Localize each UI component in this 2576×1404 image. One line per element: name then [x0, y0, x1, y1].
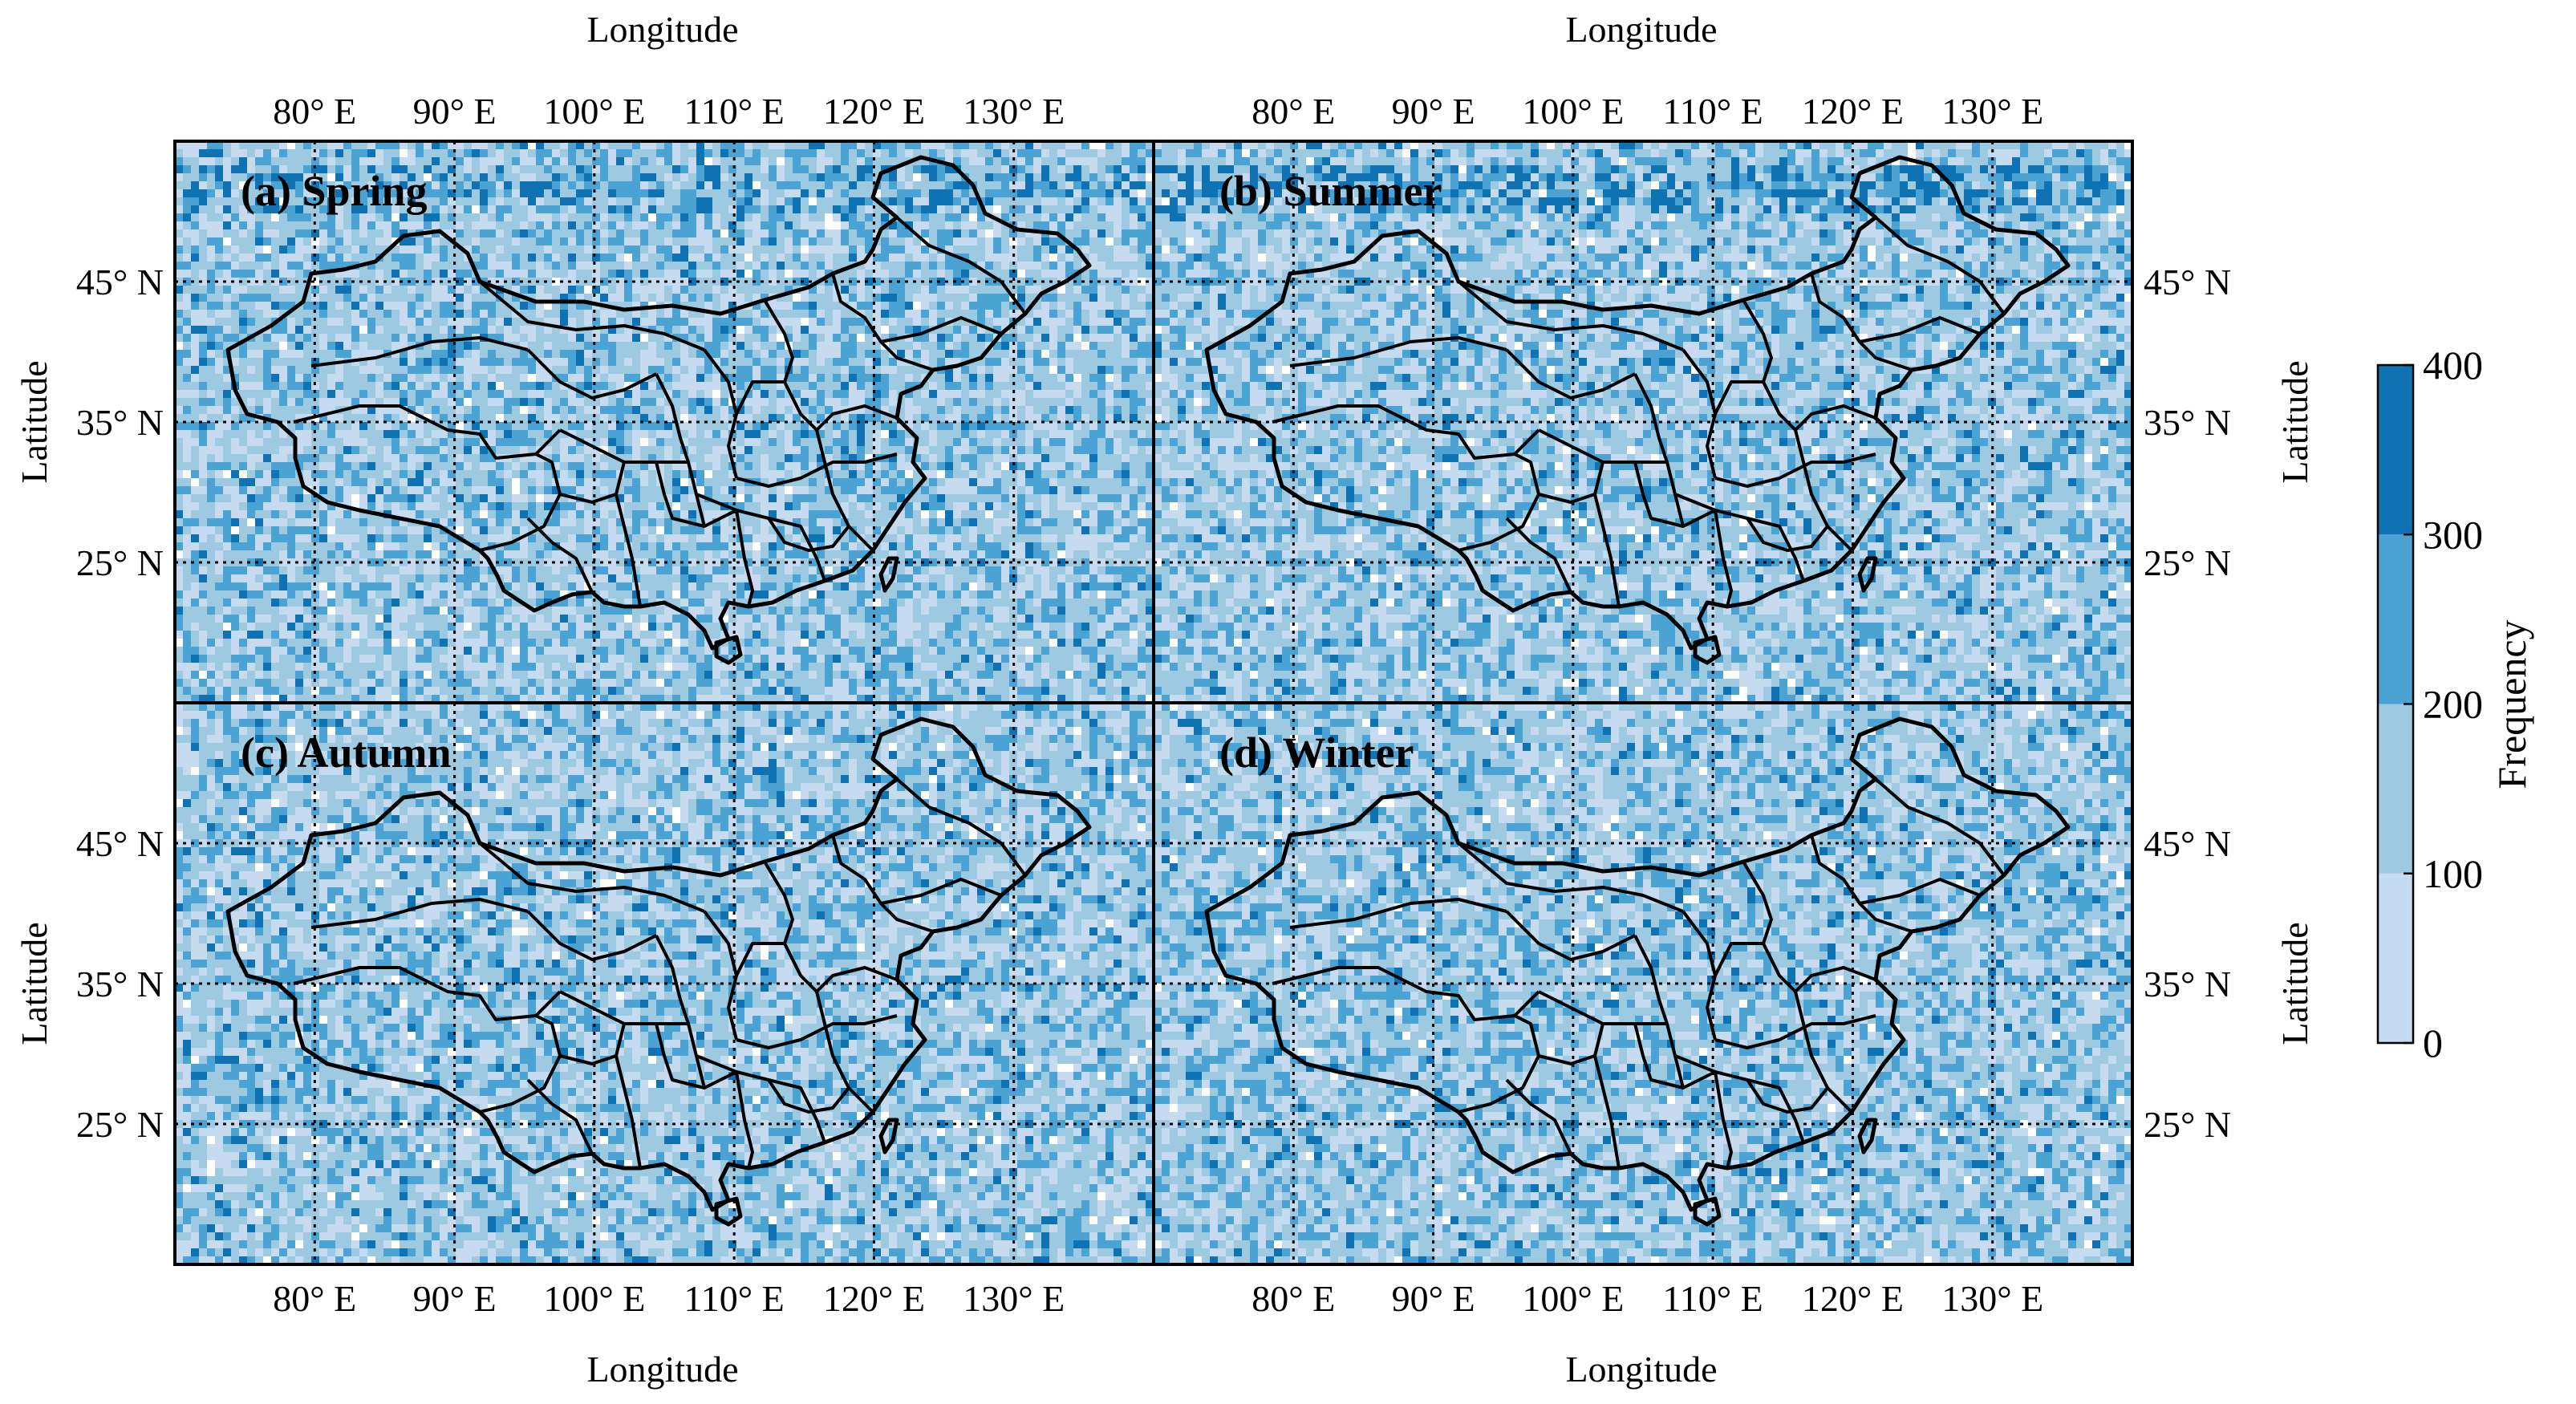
lon-tick-label: 90° E — [1392, 91, 1475, 132]
lat-tick-label: 25° N — [2144, 542, 2231, 583]
lon-tick-label: 90° E — [413, 91, 497, 132]
lon-tick-label: 130° E — [1941, 91, 2043, 132]
y-axis-title: Latitude — [14, 922, 55, 1045]
colorbar-tick-label: 0 — [2423, 1021, 2443, 1065]
lon-tick-label: 110° E — [684, 1278, 784, 1319]
colorbar-bin — [2378, 704, 2413, 874]
lon-tick-label: 80° E — [1251, 1278, 1335, 1319]
x-axis-title: Longitude — [1565, 1349, 1717, 1390]
lon-tick-label: 130° E — [963, 1278, 1065, 1319]
lon-tick-label: 120° E — [1802, 91, 1904, 132]
lat-tick-label: 35° N — [76, 964, 164, 1004]
lon-tick-label: 100° E — [1522, 1278, 1624, 1319]
colorbar-tick-label: 400 — [2423, 343, 2483, 388]
colorbar-tick-label: 200 — [2423, 682, 2483, 727]
colorbar-tick-label: 100 — [2423, 851, 2483, 896]
colorbar-label: Frequency — [2489, 619, 2534, 789]
y-axis-title: Latitude — [2274, 922, 2315, 1045]
lon-tick-label: 110° E — [1662, 1278, 1763, 1319]
lon-tick-label: 130° E — [963, 91, 1065, 132]
lat-tick-label: 45° N — [76, 823, 164, 864]
colorbar-bin — [2378, 873, 2413, 1043]
panel-summer: (b) Summer — [1152, 140, 2134, 704]
panel-label: (b) Summer — [1219, 167, 1442, 215]
y-axis-title: Latitude — [2274, 360, 2315, 483]
lat-tick-label: 35° N — [2144, 402, 2231, 443]
panel-spring: (a) Spring — [173, 140, 1155, 704]
lon-tick-label: 100° E — [543, 91, 645, 132]
lat-tick-label: 25° N — [76, 1104, 164, 1145]
lon-tick-label: 80° E — [273, 91, 356, 132]
lat-tick-label: 45° N — [2144, 823, 2231, 864]
lon-tick-label: 120° E — [823, 1278, 925, 1319]
colorbar-bin — [2378, 534, 2413, 704]
x-axis-title: Longitude — [586, 1349, 738, 1390]
panels-group: (a) Spring 80° E 90° E 100° E 110° E 120° E 13… — [14, 9, 2315, 1390]
panel-winter: (d) Winter — [1152, 701, 2134, 1266]
frequency-heatmap — [175, 141, 1154, 703]
lon-tick-label: 110° E — [684, 91, 784, 132]
lon-tick-label: 110° E — [1662, 91, 1763, 132]
panel-frame — [1152, 701, 2134, 1266]
panel-label: (d) Winter — [1219, 728, 1414, 777]
lon-tick-label: 100° E — [1522, 91, 1624, 132]
lat-tick-label: 25° N — [2144, 1104, 2231, 1145]
lat-tick-label: 35° N — [2144, 964, 2231, 1004]
colorbar-tick-label: 300 — [2423, 512, 2483, 557]
lon-tick-label: 90° E — [413, 1278, 497, 1319]
lat-tick-label: 45° N — [2144, 262, 2231, 302]
lon-tick-label: 100° E — [543, 1278, 645, 1319]
lon-tick-label: 90° E — [1392, 1278, 1475, 1319]
lat-tick-label: 45° N — [76, 262, 164, 302]
panel-label: (c) Autumn — [241, 728, 452, 777]
colorbar: 0 100 200 300 400 Frequency — [2376, 343, 2534, 1065]
panel-autumn: (c) Autumn — [173, 701, 1155, 1266]
panel-label: (a) Spring — [241, 167, 428, 215]
lon-tick-label: 80° E — [273, 1278, 356, 1319]
graticule — [1154, 703, 2132, 1264]
lon-tick-label: 120° E — [1802, 1278, 1904, 1319]
lon-tick-label: 120° E — [823, 91, 925, 132]
x-axis-title: Longitude — [1565, 9, 1717, 50]
lat-tick-label: 35° N — [76, 402, 164, 443]
lat-tick-label: 25° N — [76, 542, 164, 583]
graticule — [175, 141, 1154, 703]
colorbar-bin — [2378, 365, 2413, 535]
lon-tick-label: 130° E — [1941, 1278, 2043, 1319]
y-axis-title: Latitude — [14, 360, 55, 483]
x-axis-title: Longitude — [586, 9, 738, 50]
lon-tick-label: 80° E — [1251, 91, 1335, 132]
